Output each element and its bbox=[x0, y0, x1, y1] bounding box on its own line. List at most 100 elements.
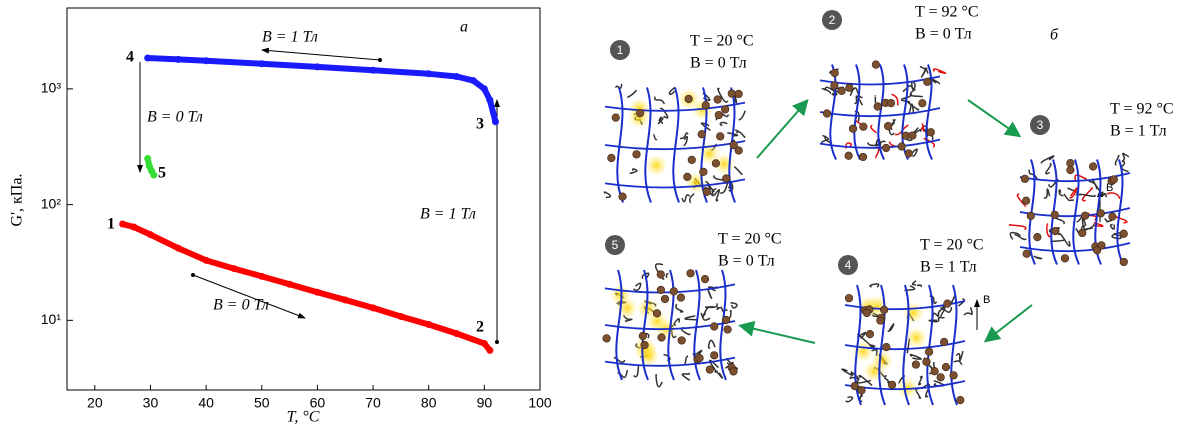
particle bbox=[926, 128, 935, 137]
chain bbox=[1040, 155, 1055, 164]
series-trace bbox=[121, 221, 493, 353]
backbone bbox=[878, 284, 886, 406]
particle bbox=[925, 347, 934, 356]
chain bbox=[668, 86, 676, 96]
particle bbox=[922, 357, 931, 366]
chain bbox=[845, 396, 854, 403]
chain bbox=[887, 323, 895, 332]
particle bbox=[710, 322, 719, 331]
network bbox=[1008, 152, 1131, 267]
x-tick-label: 80 bbox=[421, 395, 437, 411]
particle bbox=[1078, 228, 1087, 238]
chain bbox=[1009, 231, 1021, 240]
network bbox=[841, 280, 973, 406]
annotation: B = 1 Тл bbox=[262, 29, 318, 46]
chain bbox=[918, 375, 923, 386]
particle bbox=[1020, 174, 1030, 183]
chain bbox=[655, 373, 663, 388]
particle bbox=[702, 187, 711, 197]
chain bbox=[613, 356, 626, 364]
chain bbox=[681, 372, 691, 381]
x-tick-label: 100 bbox=[528, 395, 552, 411]
chain bbox=[920, 123, 925, 132]
chain bbox=[653, 96, 666, 105]
crosslink bbox=[819, 138, 941, 149]
x-tick-label: 20 bbox=[87, 395, 103, 411]
chain bbox=[911, 280, 917, 286]
chain bbox=[858, 374, 873, 386]
arrow bbox=[261, 47, 381, 61]
particle bbox=[701, 101, 710, 110]
chain bbox=[738, 110, 746, 121]
particle bbox=[865, 330, 875, 339]
chain bbox=[1078, 193, 1096, 198]
particle bbox=[897, 142, 906, 151]
chain bbox=[659, 107, 669, 119]
particle bbox=[923, 77, 932, 86]
x-tick-label: 40 bbox=[198, 395, 214, 411]
chain bbox=[891, 118, 897, 126]
particle bbox=[850, 381, 859, 391]
chain bbox=[629, 168, 638, 175]
particle bbox=[714, 110, 723, 120]
chain bbox=[1106, 192, 1121, 200]
point bbox=[146, 231, 154, 239]
crosslink bbox=[844, 300, 966, 311]
field-label: B bbox=[983, 294, 990, 306]
particle bbox=[695, 354, 704, 363]
point bbox=[486, 346, 494, 354]
chain bbox=[1120, 159, 1129, 173]
particle bbox=[723, 325, 732, 334]
chain bbox=[1028, 169, 1038, 180]
particle bbox=[830, 81, 839, 90]
particle bbox=[857, 386, 866, 395]
y-tick-label: 10¹ bbox=[41, 311, 62, 327]
backbone bbox=[719, 269, 727, 381]
particle bbox=[607, 153, 616, 163]
backbone bbox=[902, 284, 910, 406]
chain bbox=[1109, 223, 1116, 230]
particle bbox=[669, 287, 678, 296]
chain bbox=[928, 317, 940, 323]
process-arrow bbox=[756, 98, 809, 159]
x-tick-label: 70 bbox=[365, 395, 381, 411]
chain bbox=[701, 307, 709, 319]
chain bbox=[939, 306, 953, 313]
point bbox=[453, 329, 461, 337]
particle bbox=[687, 155, 696, 164]
state-number: 5 bbox=[612, 238, 619, 252]
state-badge bbox=[1030, 115, 1050, 135]
chain bbox=[733, 166, 743, 176]
particle bbox=[941, 362, 951, 372]
particle bbox=[822, 109, 832, 118]
chain bbox=[716, 306, 721, 311]
process-arrow bbox=[983, 304, 1033, 343]
glow bbox=[863, 360, 886, 383]
chain bbox=[700, 122, 711, 131]
point bbox=[286, 280, 294, 288]
particle bbox=[618, 192, 627, 201]
backbone bbox=[925, 64, 933, 160]
particle bbox=[660, 294, 670, 304]
chain bbox=[1114, 154, 1120, 166]
particle bbox=[686, 269, 695, 278]
chain bbox=[719, 121, 728, 127]
chain bbox=[714, 370, 724, 379]
particle bbox=[1022, 196, 1031, 205]
panel-label: б bbox=[1050, 27, 1059, 44]
particle bbox=[611, 113, 620, 122]
chain bbox=[841, 368, 854, 377]
chain bbox=[704, 302, 718, 309]
particle bbox=[700, 275, 710, 284]
particle bbox=[1066, 165, 1075, 175]
chain bbox=[1084, 223, 1095, 231]
particle bbox=[859, 122, 868, 131]
backbone bbox=[693, 269, 701, 381]
chain bbox=[963, 307, 973, 316]
particle bbox=[844, 151, 853, 160]
state-number: 3 bbox=[1037, 118, 1044, 132]
arrow-dot bbox=[495, 340, 499, 344]
backbone bbox=[1072, 159, 1080, 265]
chain bbox=[909, 353, 922, 360]
state-temperature: T = 20 °C bbox=[718, 231, 782, 248]
